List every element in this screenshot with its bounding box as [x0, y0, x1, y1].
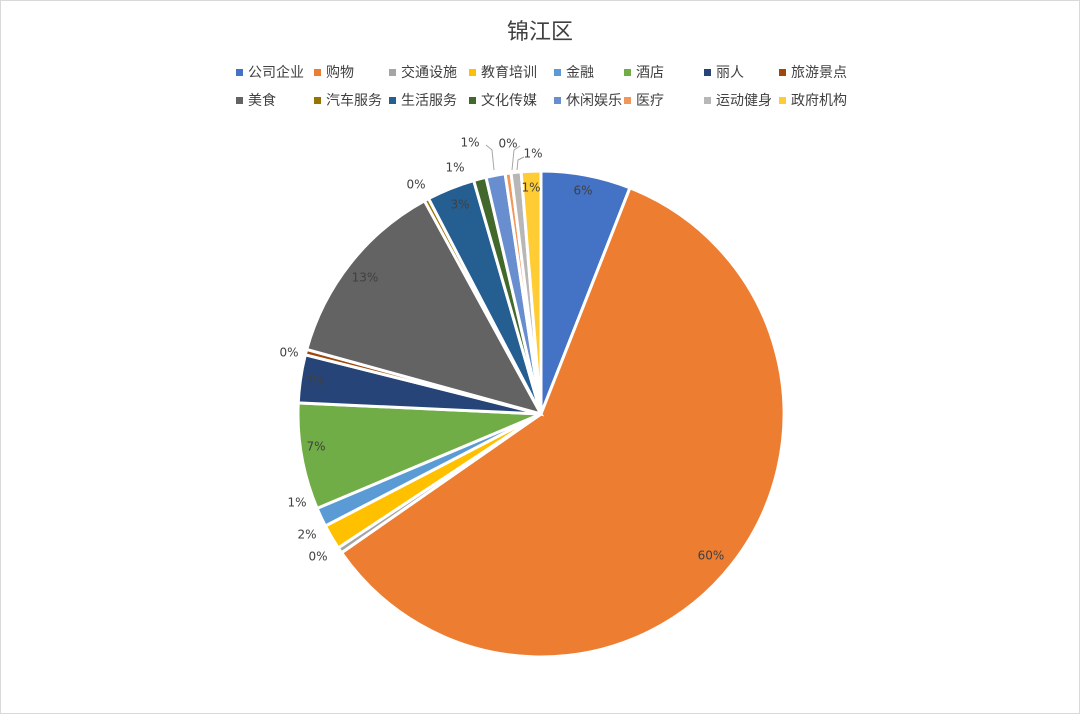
legend-swatch — [236, 96, 243, 104]
legend-swatch — [236, 68, 243, 76]
legend-item: 医疗 — [624, 90, 664, 110]
legend-swatch — [554, 68, 561, 76]
data-label: 1% — [460, 136, 479, 150]
legend-item: 购物 — [314, 62, 354, 82]
legend-item: 教育培训 — [469, 62, 537, 82]
legend-swatch — [389, 68, 396, 76]
data-label: 1% — [521, 181, 540, 195]
legend-item: 汽车服务 — [314, 90, 382, 110]
legend-label: 丽人 — [716, 65, 744, 81]
legend-swatch — [469, 96, 476, 104]
pie-slice — [519, 169, 543, 415]
data-label: 0% — [308, 550, 327, 564]
pie-slice — [296, 401, 542, 511]
legend-item: 生活服务 — [389, 90, 457, 110]
legend-label: 汽车服务 — [326, 93, 382, 109]
legend-swatch — [314, 96, 321, 104]
legend-label: 交通设施 — [401, 65, 457, 81]
legend-swatch — [469, 68, 476, 76]
data-label: 60% — [698, 549, 725, 563]
legend-swatch — [554, 96, 561, 104]
legend-swatch — [624, 96, 631, 104]
legend-label: 生活服务 — [401, 93, 457, 109]
legend-item: 美食 — [236, 90, 276, 110]
legend-item: 休闲娱乐 — [554, 90, 622, 110]
legend-label: 休闲娱乐 — [566, 93, 622, 109]
legend-swatch — [624, 68, 631, 76]
legend-item: 运动健身 — [704, 90, 772, 110]
legend-label: 政府机构 — [791, 93, 847, 109]
legend-label: 购物 — [326, 65, 354, 81]
legend-item: 丽人 — [704, 62, 744, 82]
data-label: 0% — [498, 137, 517, 151]
data-label: 1% — [445, 161, 464, 175]
legend-label: 医疗 — [636, 93, 664, 109]
data-label: 7% — [306, 440, 325, 454]
data-label: 0% — [279, 346, 298, 360]
legend-swatch — [314, 68, 321, 76]
legend-item: 文化传媒 — [469, 90, 537, 110]
legend-label: 教育培训 — [481, 65, 537, 81]
legend-label: 文化传媒 — [481, 93, 537, 109]
legend-label: 金融 — [566, 65, 594, 81]
legend-swatch — [779, 96, 786, 104]
legend-label: 酒店 — [636, 65, 664, 81]
legend-label: 美食 — [248, 93, 276, 109]
data-label: 0% — [406, 178, 425, 192]
legend-item: 酒店 — [624, 62, 664, 82]
leader-line — [516, 156, 525, 171]
leader-line — [511, 145, 521, 171]
data-label: 3% — [450, 198, 469, 212]
legend-swatch — [704, 96, 711, 104]
legend-label: 旅游景点 — [791, 65, 847, 81]
legend-item: 旅游景点 — [779, 62, 847, 82]
pie-slice — [339, 185, 786, 659]
data-label: 13% — [352, 271, 379, 285]
legend-swatch — [779, 68, 786, 76]
legend-label: 公司企业 — [248, 65, 304, 81]
legend-label: 运动健身 — [716, 93, 772, 109]
legend-item: 公司企业 — [236, 62, 304, 82]
pie-slice — [304, 198, 545, 417]
chart-title: 锦江区 — [506, 20, 573, 45]
data-label: 1% — [523, 147, 542, 161]
legend-item: 金融 — [554, 62, 594, 82]
data-label: 2% — [297, 528, 316, 542]
data-label: 1% — [287, 496, 306, 510]
data-label: 6% — [573, 184, 592, 198]
legend-swatch — [389, 96, 396, 104]
leader-line — [485, 144, 495, 171]
legend-swatch — [704, 68, 711, 76]
legend-item: 政府机构 — [779, 90, 847, 110]
legend-item: 交通设施 — [389, 62, 457, 82]
data-label: 3% — [305, 374, 324, 388]
